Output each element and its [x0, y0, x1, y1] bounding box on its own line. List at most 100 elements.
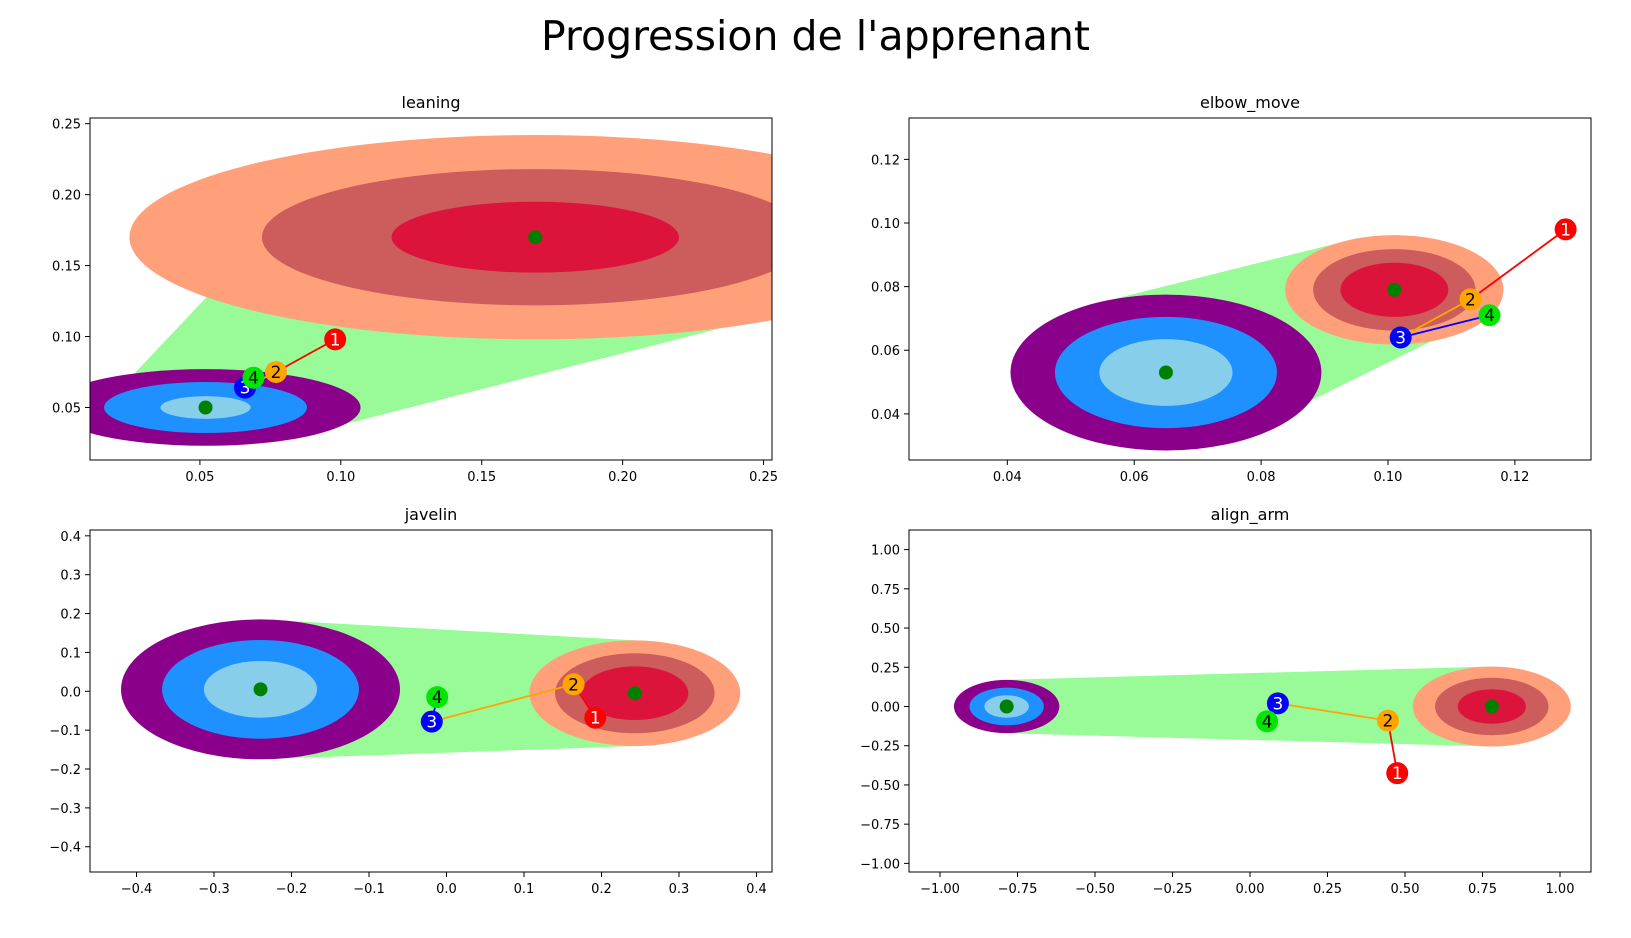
plot-area: 1 2 3 4: [1010, 218, 1577, 451]
axes-frame: [89, 529, 773, 873]
y-tick-label: 0.12: [871, 153, 900, 168]
y-tick-label: 0.50: [871, 622, 900, 637]
x-tick-label: 0.20: [608, 470, 637, 485]
x-tick-label: 0.06: [1120, 470, 1149, 485]
x-tick-label: 1.00: [1546, 882, 1575, 897]
subplot-title: javelin: [404, 505, 458, 524]
x-tick-label: 0.10: [326, 470, 355, 485]
start-center-point: [1158, 365, 1173, 380]
attempt-label-1: 1: [1392, 764, 1403, 784]
y-tick-label: −0.50: [860, 779, 900, 794]
x-tick-label: −1.00: [920, 882, 960, 897]
attempt-label-3: 3: [1395, 329, 1406, 349]
subplot-javelin: 12 3 4 −0.4 −0.3 −0.2 −0.1 0.0 0.1 0.2 0.3 0.4 −0.4 −…: [49, 505, 773, 897]
y-tick-label: 0.0: [60, 685, 81, 700]
x-tick-label: −0.3: [198, 882, 230, 897]
x-tick-label: −0.75: [998, 882, 1038, 897]
attempt-point-4: [426, 686, 449, 709]
x-tick-label: −0.4: [121, 882, 153, 897]
attempt-label-1: 1: [590, 709, 601, 729]
y-tick-label: 0.06: [871, 344, 900, 359]
attempt-point-4: [1478, 304, 1501, 327]
trajectory-segment-1-2: [1469, 228, 1567, 301]
attempt-point-1: [324, 328, 347, 351]
x-tick-label: −0.25: [1153, 882, 1193, 897]
x-tick-label: 0.10: [1374, 470, 1403, 485]
target-center-point: [1387, 282, 1402, 297]
x-tick-label: 0.05: [185, 470, 214, 485]
y-tick-label: 0.00: [871, 700, 900, 715]
attempt-point-2: [265, 361, 287, 384]
y-tick-label: −1.00: [860, 857, 900, 872]
attempt-label-4: 4: [248, 369, 259, 389]
attempt-label-4: 4: [1484, 306, 1495, 326]
x-tick-label: 0.4: [746, 882, 767, 897]
attempt-label-4: 4: [1262, 712, 1273, 732]
subplot-title: align_arm: [1211, 505, 1290, 525]
attempt-label-2: 2: [568, 675, 579, 695]
x-tick-label: 0.04: [993, 470, 1022, 485]
x-tick-label: 0.08: [1247, 470, 1276, 485]
x-tick-label: 0.25: [749, 470, 778, 485]
attempt-point-1: [1386, 762, 1409, 785]
x-tick-label: −0.1: [353, 882, 385, 897]
y-tick-label: −0.1: [49, 724, 81, 739]
start-center-point: [253, 682, 268, 697]
y-tick-label: 0.1: [60, 646, 81, 661]
y-tick-label: 0.25: [871, 661, 900, 676]
attempt-point-4: [1256, 710, 1279, 733]
y-tick-label: −0.3: [49, 802, 81, 817]
attempt-point-2: [1459, 288, 1482, 311]
attempt-point-3: [1389, 326, 1412, 349]
trajectory-segment-1-2: [275, 338, 336, 373]
figure-title: Progression de l'apprenant: [541, 12, 1090, 60]
trajectory-segment-2-3: [1277, 702, 1389, 722]
x-tick-label: −0.2: [276, 882, 308, 897]
trajectory-segment-2-3: [1400, 298, 1471, 339]
attempt-point-2: [1376, 709, 1399, 732]
progress-band: [1006, 666, 1492, 747]
y-tick-label: −0.4: [49, 841, 81, 856]
x-tick-label: 0.75: [1468, 882, 1497, 897]
attempt-label-1: 1: [1560, 220, 1571, 240]
attempt-point-3: [1266, 692, 1289, 715]
attempt-label-3: 3: [240, 379, 251, 399]
y-tick-label: 1.00: [871, 544, 900, 559]
attempt-point-3: [420, 710, 443, 733]
trajectory-segment-2-3: [431, 683, 574, 723]
x-tick-label: 0.00: [1236, 882, 1265, 897]
x-tick-label: 0.1: [514, 882, 535, 897]
attempt-point-2: [562, 673, 585, 696]
y-tick-label: −0.2: [49, 763, 81, 778]
target-center-point: [1484, 699, 1499, 714]
x-tick-label: 0.0: [436, 882, 457, 897]
subplot-align_arm: 1 2 34 −1.00 −0.75 −0.50 −0.25 0.00 0.25 0.50 0.75…: [860, 505, 1592, 897]
subplot-elbow_move: 1 2 3 4 0.04 0.06 0.08 0.10 0.12 0.04 0.06 0.08 0.10…: [871, 93, 1592, 485]
y-tick-label: 0.75: [871, 583, 900, 598]
y-tick-label: −0.75: [860, 818, 900, 833]
y-tick-label: 0.20: [52, 189, 81, 204]
x-tick-label: −0.50: [1075, 882, 1115, 897]
subplot-title: leaning: [402, 93, 461, 112]
attempt-label-2: 2: [1465, 290, 1476, 310]
target-center-point: [627, 686, 642, 701]
attempt-label-2: 2: [271, 363, 282, 383]
attempt-point-1: [584, 706, 607, 729]
axes-frame: [908, 117, 1592, 461]
y-tick-label: 0.10: [52, 331, 81, 346]
y-tick-label: 0.25: [52, 118, 81, 133]
trajectory-segment-3-4: [1400, 314, 1490, 339]
y-tick-label: 0.05: [52, 401, 81, 416]
start-center-point: [999, 699, 1014, 714]
attempt-label-2: 2: [1383, 712, 1394, 732]
y-tick-label: −0.25: [860, 740, 900, 755]
x-tick-label: 0.50: [1391, 882, 1420, 897]
target-center-point: [528, 230, 543, 245]
axes-frame: [89, 117, 773, 461]
subplot-title: elbow_move: [1200, 93, 1300, 113]
y-tick-label: 0.2: [60, 608, 81, 623]
attempt-label-3: 3: [1272, 694, 1283, 714]
